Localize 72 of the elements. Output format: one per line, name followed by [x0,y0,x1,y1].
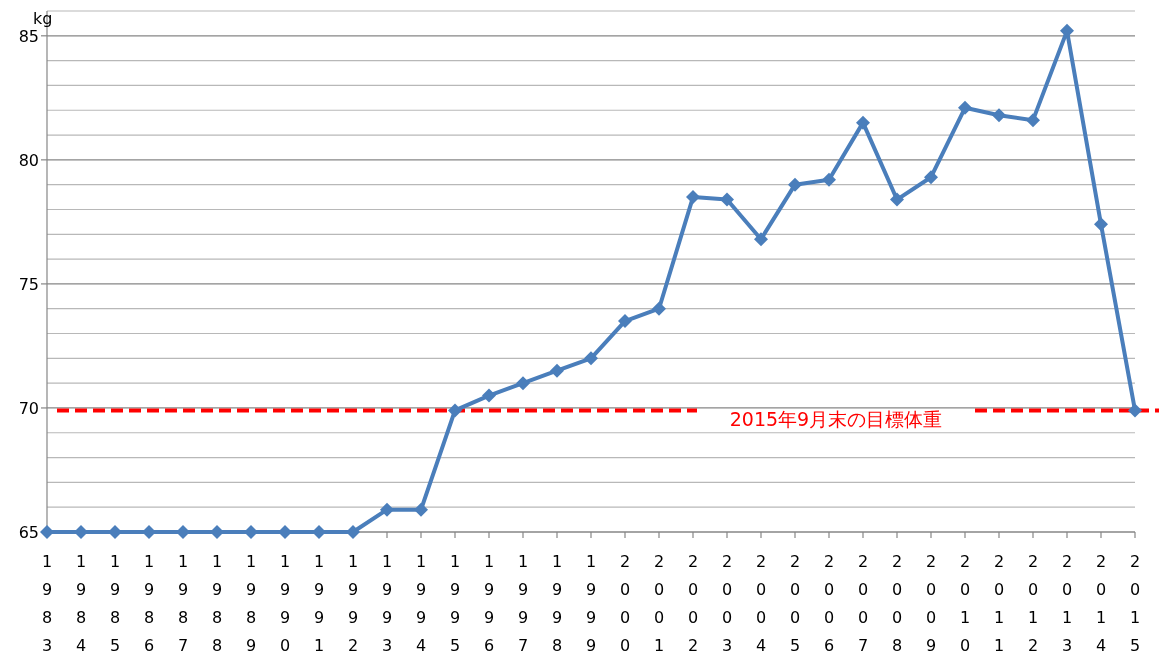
point [414,502,428,517]
x-tick-label: 1984 [75,552,87,655]
point [380,502,394,517]
x-tick-label: 2001 [653,552,665,655]
x-tick-label: 2011 [993,552,1005,655]
y-tick-label: 80 [18,150,39,170]
x-tick-label: 1996 [483,552,495,655]
point [40,525,54,539]
point [176,525,190,539]
point [1026,113,1040,128]
point [890,192,904,207]
x-tick-label: 1997 [517,552,529,655]
y-tick-label: 70 [18,398,39,418]
x-tick-label: 2000 [619,552,631,655]
x-tick-label: 1991 [313,552,325,655]
point [584,351,598,366]
x-tick-label: 1994 [415,552,427,655]
point [618,314,632,329]
x-tick-label: 1983 [41,552,53,655]
point [1094,217,1108,232]
x-tick-label: 1989 [245,552,257,655]
point [1128,403,1142,418]
point [754,232,768,247]
y-axis-title: kg [33,9,53,28]
x-tick-label: 2014 [1095,552,1107,655]
point [74,525,88,539]
x-tick-label: 1986 [143,552,155,655]
x-tick-label: 1992 [347,552,359,655]
x-tick-label: 1993 [381,552,393,655]
x-tick-label: 1998 [551,552,563,655]
x-tick-label: 1988 [211,552,223,655]
x-tick-label: 1985 [109,552,121,655]
point [448,403,462,418]
point [856,115,870,130]
y-tick-label: 75 [18,274,39,294]
x-tick-label: 2006 [823,552,835,655]
point [278,525,292,539]
point [958,100,972,115]
point [720,192,734,207]
point [142,525,156,539]
y-tick-label: 65 [18,523,39,542]
point [312,525,326,539]
x-tick-label: 1999 [585,552,597,655]
point [244,525,258,539]
point [788,177,802,192]
x-tick-label: 2008 [891,552,903,655]
y-tick-label: 85 [18,26,39,46]
x-tick-label: 2013 [1061,552,1073,655]
x-tick-label: 2002 [687,552,699,655]
point [652,301,666,316]
x-tick-label: 2004 [755,552,767,655]
x-tick-label: 2003 [721,552,733,655]
point [992,108,1006,123]
point [686,190,700,205]
x-tick-label: 2005 [789,552,801,655]
point [482,388,496,403]
x-tick-label: 1995 [449,552,461,655]
x-tick-label: 1990 [279,552,291,655]
point [108,525,122,539]
point [924,170,938,185]
point [550,363,564,378]
ref-line-label: 2015年9月末の目標体重 [729,408,943,431]
x-tick-label: 2007 [857,552,869,655]
x-tick-label: 2010 [959,552,971,655]
x-tick-label: 2009 [925,552,937,655]
x-tick-label: 1987 [177,552,189,655]
x-tick-label: 2015 [1129,552,1141,655]
point [822,172,836,187]
point [516,376,530,391]
point [346,525,360,539]
x-tick-label: 2012 [1027,552,1039,655]
point [210,525,224,539]
